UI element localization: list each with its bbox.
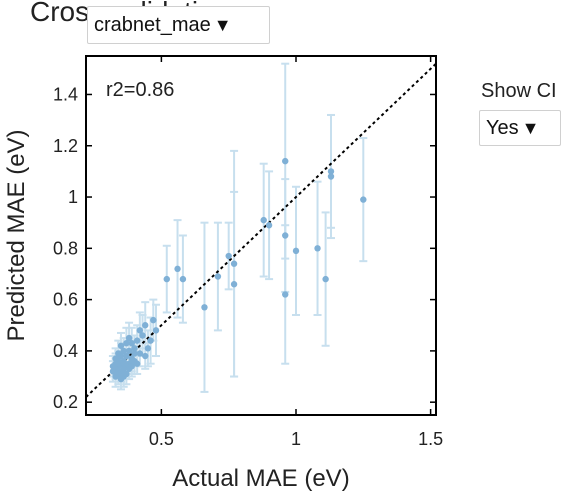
data-point[interactable] [282, 157, 289, 165]
data-point[interactable] [360, 196, 367, 203]
data-point[interactable] [327, 168, 335, 175]
data-point[interactable] [123, 352, 130, 360]
data-point[interactable] [265, 222, 273, 229]
plot-area [85, 55, 437, 416]
data-point[interactable] [123, 340, 130, 347]
y-tick-label: 1 [68, 187, 78, 207]
data-point[interactable] [131, 350, 138, 357]
y-tick-label: 0.2 [53, 392, 78, 412]
data-point[interactable] [128, 363, 135, 370]
data-point[interactable] [142, 352, 149, 360]
data-point[interactable] [179, 275, 187, 283]
data-point[interactable] [112, 373, 119, 380]
y-axis-title: Predicted MAE (eV) [3, 129, 30, 341]
y-tick-label: 1.4 [53, 84, 78, 104]
y-tick-label: 0.6 [53, 290, 78, 310]
r2-annotation: r2=0.86 [106, 79, 174, 101]
data-point[interactable] [214, 273, 222, 280]
caret-down-icon: ▼ [521, 117, 540, 138]
data-point[interactable] [225, 252, 232, 260]
y-tick-label: 1.2 [53, 136, 78, 156]
data-point[interactable] [163, 275, 170, 283]
data-point[interactable] [133, 337, 141, 344]
data-point[interactable] [115, 350, 122, 357]
data-point[interactable] [322, 275, 329, 283]
x-tick-label: 1.5 [418, 429, 443, 449]
parity-line [86, 62, 436, 398]
caret-down-icon: ▼ [213, 14, 232, 35]
error-bars [108, 62, 368, 393]
data-point[interactable] [282, 291, 289, 298]
show-ci-label: Show CI [481, 80, 557, 102]
data-point[interactable] [230, 260, 238, 267]
data-point[interactable] [117, 375, 125, 383]
data-points [109, 157, 367, 383]
y-axis: 0.2 0.4 0.6 0.8 1 1.2 1.4 [53, 84, 436, 412]
data-point[interactable] [144, 345, 152, 352]
data-point[interactable] [131, 345, 138, 352]
data-point[interactable] [128, 340, 135, 347]
data-point[interactable] [260, 216, 267, 224]
show-ci-dropdown[interactable]: Yes ▼ [479, 110, 561, 146]
data-point[interactable] [109, 368, 117, 375]
x-tick-label: 1 [291, 429, 301, 449]
data-point[interactable] [109, 363, 117, 370]
data-point[interactable] [314, 245, 321, 252]
data-point[interactable] [112, 355, 119, 362]
data-point[interactable] [327, 173, 335, 180]
data-point[interactable] [152, 327, 160, 334]
data-point[interactable] [230, 281, 238, 288]
x-axis-title: Actual MAE (eV) [172, 465, 349, 492]
data-point[interactable] [147, 337, 154, 344]
x-axis: 0.5 1 1.5 [149, 56, 443, 449]
data-point[interactable] [136, 327, 144, 334]
data-point[interactable] [142, 322, 149, 329]
model-select-value: crabnet_mae [94, 13, 211, 36]
show-ci-value: Yes [486, 116, 519, 139]
data-point[interactable] [174, 265, 181, 273]
model-select-dropdown[interactable]: crabnet_mae ▼ [87, 6, 270, 44]
x-tick-label: 0.5 [149, 429, 174, 449]
data-point[interactable] [150, 316, 157, 324]
data-point[interactable] [125, 334, 133, 342]
data-point[interactable] [136, 350, 144, 357]
data-point[interactable] [201, 304, 208, 311]
y-tick-label: 0.8 [53, 238, 78, 258]
data-point[interactable] [139, 332, 146, 339]
data-point[interactable] [123, 370, 130, 378]
data-point[interactable] [133, 360, 141, 367]
data-point[interactable] [120, 347, 127, 355]
y-tick-label: 0.4 [53, 341, 78, 361]
data-point[interactable] [117, 342, 125, 349]
data-point[interactable] [282, 232, 289, 239]
data-point[interactable] [292, 247, 300, 255]
data-point[interactable] [125, 347, 133, 355]
